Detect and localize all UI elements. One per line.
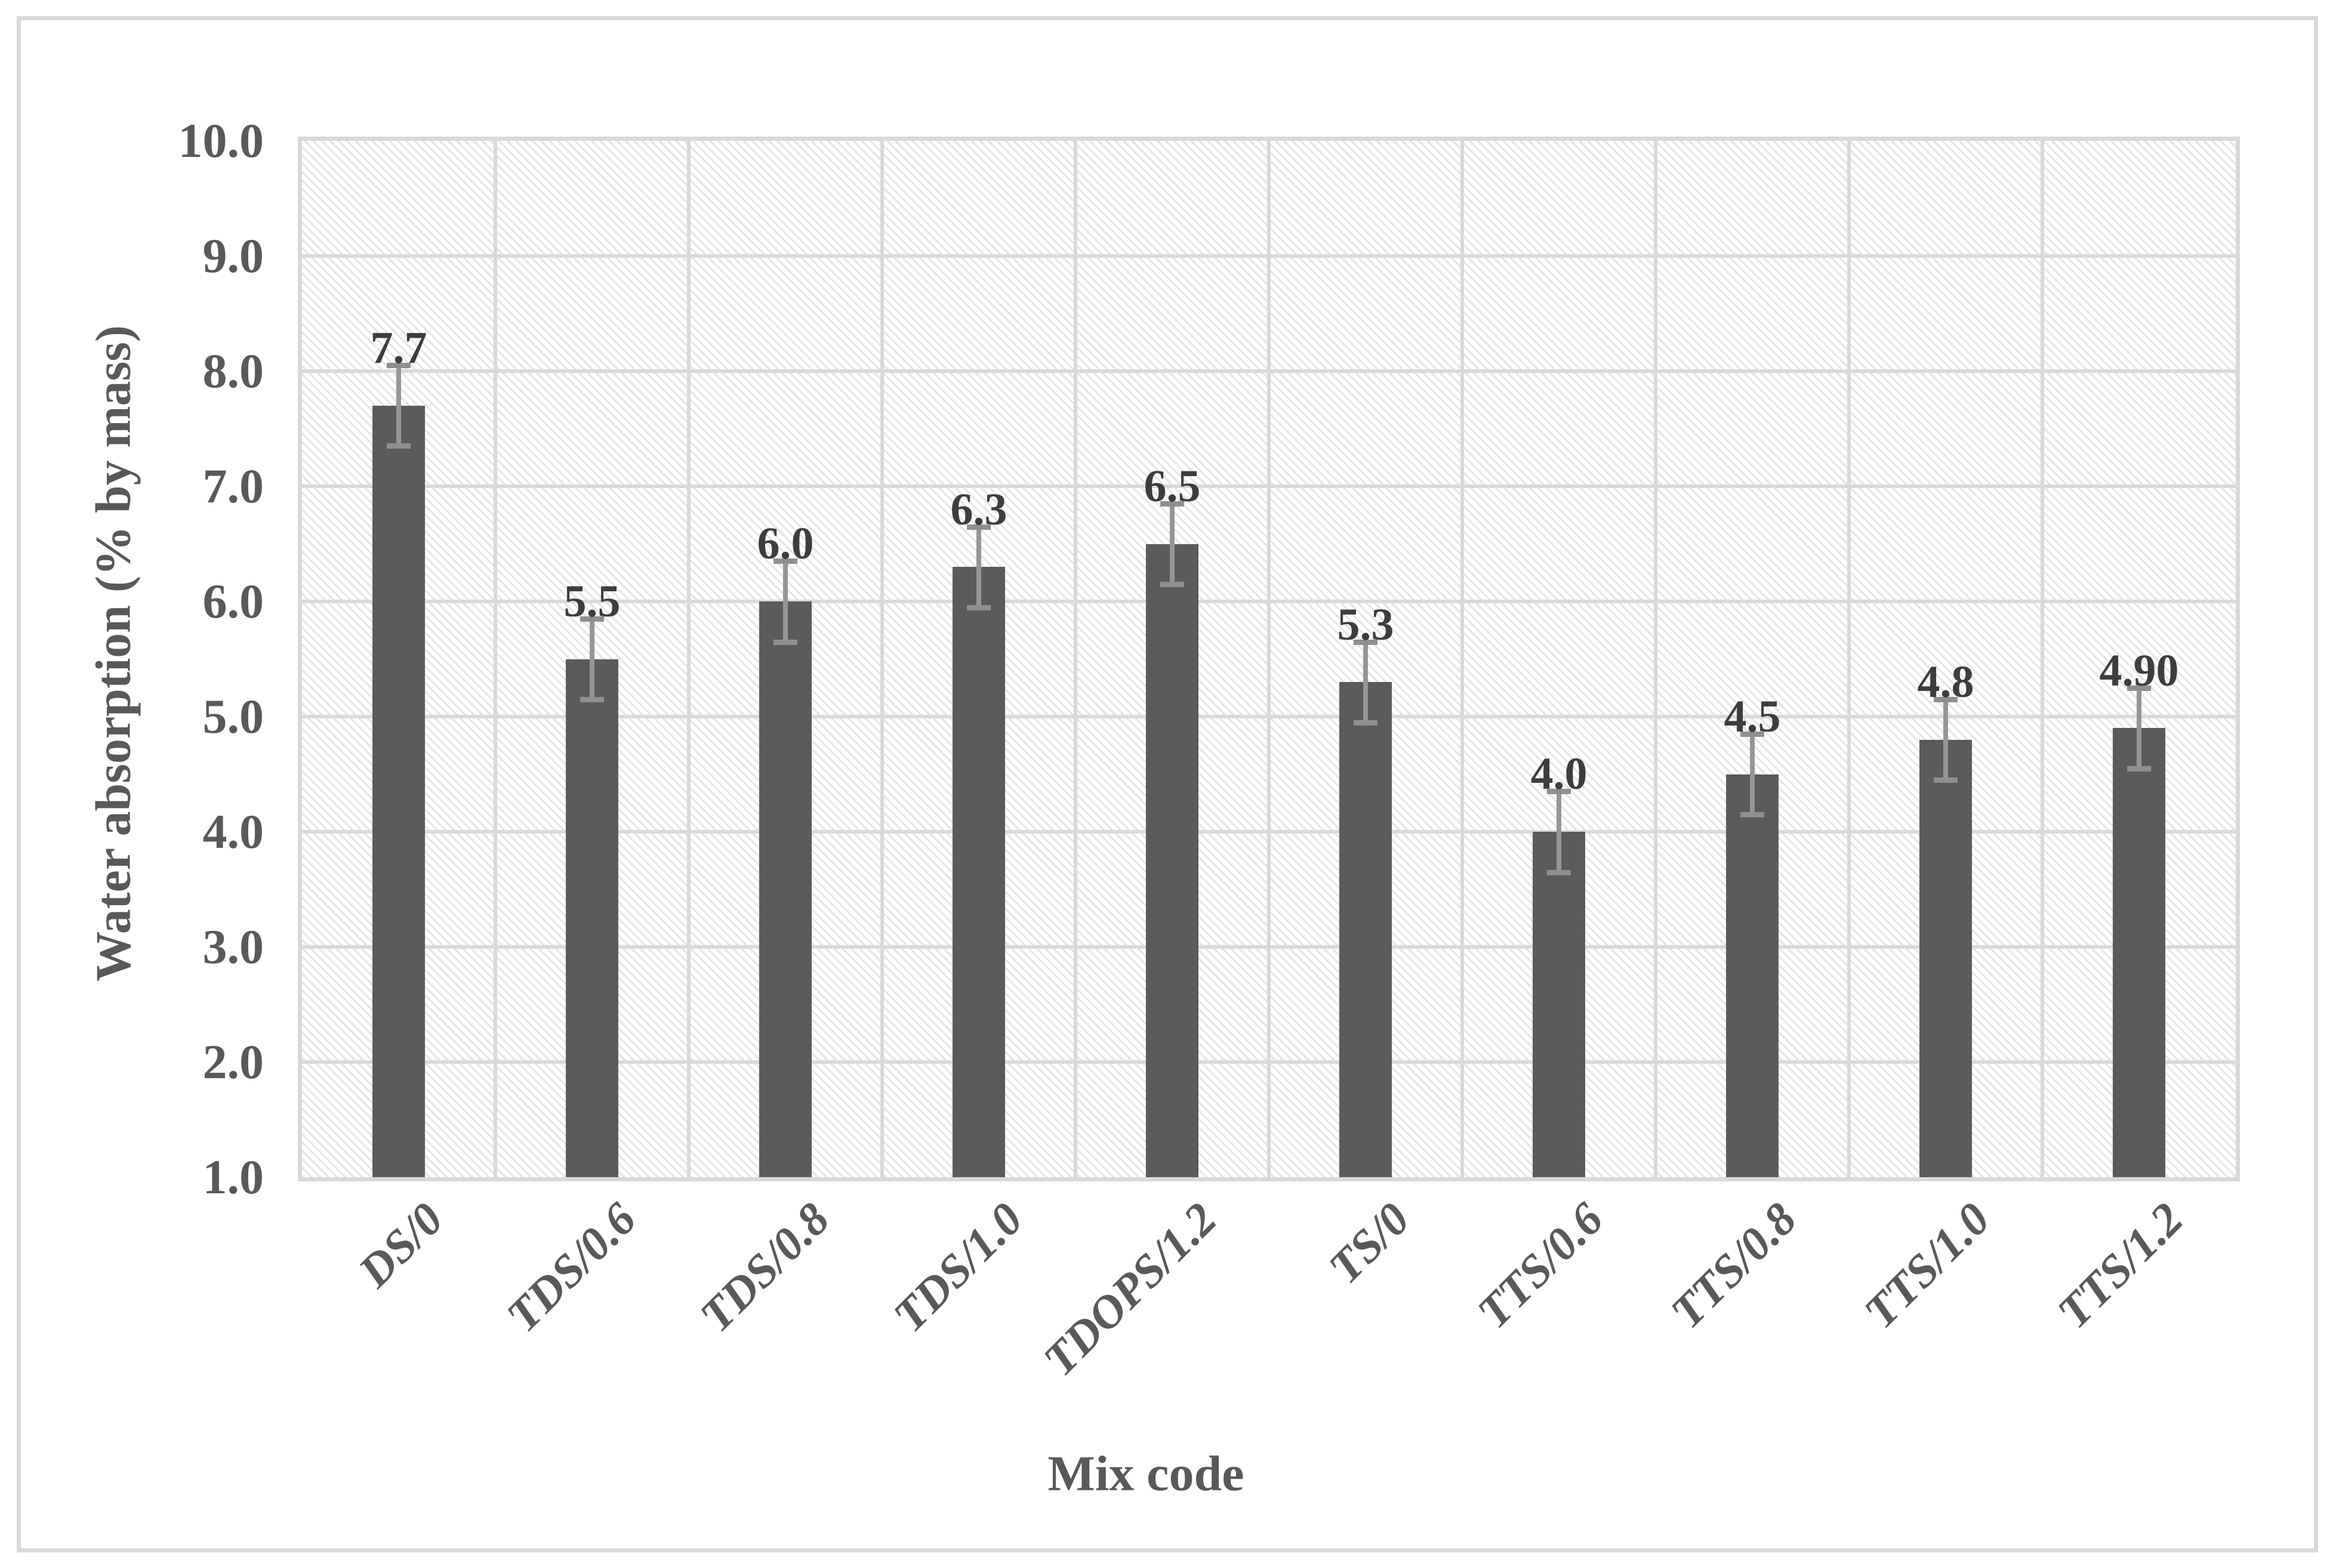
bar bbox=[1533, 832, 1585, 1177]
y-tick-label: 6.0 bbox=[202, 574, 264, 628]
vertical-gridline bbox=[494, 141, 497, 1177]
y-tick-label: 5.0 bbox=[202, 689, 264, 743]
y-tick-label: 1.0 bbox=[202, 1150, 264, 1204]
y-tick-label: 4.0 bbox=[202, 804, 264, 859]
error-bar-line bbox=[976, 526, 981, 607]
error-bar-line bbox=[2137, 687, 2141, 768]
bar bbox=[2113, 728, 2165, 1177]
error-bar-cap bbox=[1547, 869, 1571, 875]
plot-area: 7.7 5.5 6.0 6.3 6.5 5.3 4.0 4.5 4.8 4.90 bbox=[298, 137, 2240, 1181]
error-bar-cap bbox=[967, 604, 991, 610]
data-label: 6.0 bbox=[757, 518, 814, 569]
error-bar-cap bbox=[1160, 582, 1184, 588]
x-axis-title: Mix code bbox=[1047, 1446, 1244, 1502]
vertical-gridline bbox=[1654, 141, 1657, 1177]
vertical-gridline bbox=[1460, 141, 1464, 1177]
bar bbox=[1919, 739, 1972, 1177]
data-label: 6.5 bbox=[1144, 461, 1201, 511]
error-bar-cap bbox=[387, 443, 411, 449]
vertical-gridline bbox=[1847, 141, 1851, 1177]
error-bar-line bbox=[1363, 641, 1368, 723]
error-bar-cap bbox=[1934, 777, 1958, 783]
error-bar-line bbox=[1943, 699, 1948, 780]
error-bar-cap bbox=[1547, 789, 1571, 795]
data-label: 5.3 bbox=[1337, 599, 1394, 650]
data-label: 4.90 bbox=[2099, 645, 2179, 696]
error-bar-cap bbox=[2127, 685, 2151, 691]
error-bar-cap bbox=[773, 639, 797, 645]
vertical-gridline bbox=[687, 141, 691, 1177]
bar bbox=[372, 405, 425, 1177]
y-tick-label: 10.0 bbox=[178, 113, 264, 168]
data-label: 6.3 bbox=[950, 484, 1007, 535]
data-label: 4.5 bbox=[1724, 691, 1781, 742]
error-bar-cap bbox=[580, 697, 604, 703]
y-axis-title: Water absorption (% by mass) bbox=[85, 325, 141, 981]
bar bbox=[953, 567, 1005, 1177]
data-label: 4.0 bbox=[1530, 749, 1588, 800]
y-tick-label: 3.0 bbox=[202, 919, 264, 974]
vertical-gridline bbox=[1074, 141, 1077, 1177]
error-bar-line bbox=[590, 618, 594, 700]
figure-border bbox=[17, 16, 2318, 1552]
y-tick-label: 2.0 bbox=[202, 1035, 264, 1089]
y-tick-label: 9.0 bbox=[202, 229, 264, 283]
y-tick-label: 8.0 bbox=[202, 344, 264, 398]
error-bar-cap bbox=[1934, 697, 1958, 703]
error-bar-cap bbox=[2127, 766, 2151, 771]
vertical-gridline bbox=[1267, 141, 1271, 1177]
data-label: 4.8 bbox=[1917, 657, 1974, 708]
error-bar-cap bbox=[580, 616, 604, 622]
y-tick-label: 7.0 bbox=[202, 459, 264, 513]
bar bbox=[566, 659, 618, 1177]
vertical-gridline bbox=[2041, 141, 2044, 1177]
error-bar-cap bbox=[1160, 501, 1184, 507]
data-label: 7.7 bbox=[370, 323, 427, 374]
bar bbox=[1726, 774, 1779, 1177]
error-bar-line bbox=[783, 561, 788, 642]
error-bar-cap bbox=[1740, 812, 1764, 818]
bar bbox=[759, 601, 812, 1177]
error-bar-cap bbox=[1740, 731, 1764, 737]
error-bar-cap bbox=[773, 558, 797, 564]
error-bar-line bbox=[1557, 791, 1561, 872]
error-bar-line bbox=[396, 365, 401, 446]
error-bar-cap bbox=[967, 524, 991, 530]
data-label: 5.5 bbox=[563, 576, 621, 626]
error-bar-line bbox=[1170, 503, 1175, 585]
error-bar-cap bbox=[1354, 720, 1377, 726]
error-bar-line bbox=[1750, 733, 1755, 815]
bar bbox=[1146, 544, 1198, 1177]
bar bbox=[1339, 682, 1392, 1177]
error-bar-cap bbox=[387, 363, 411, 369]
error-bar-cap bbox=[1354, 639, 1377, 645]
vertical-gridline bbox=[880, 141, 884, 1177]
